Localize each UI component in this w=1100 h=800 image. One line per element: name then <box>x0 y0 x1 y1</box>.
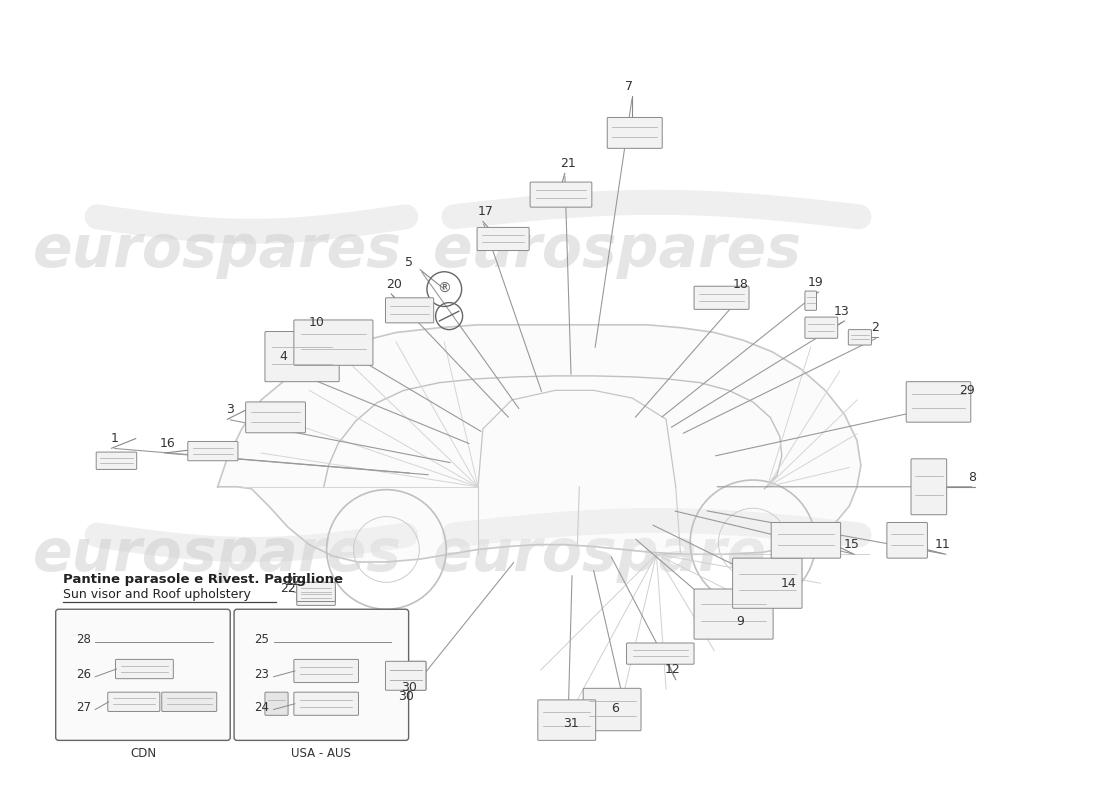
Text: 15: 15 <box>844 538 859 551</box>
Text: 12: 12 <box>666 663 681 677</box>
FancyBboxPatch shape <box>297 586 336 606</box>
FancyBboxPatch shape <box>294 320 373 366</box>
Text: 7: 7 <box>626 80 634 93</box>
Text: 2: 2 <box>871 321 879 334</box>
Text: 1: 1 <box>111 432 119 445</box>
FancyBboxPatch shape <box>477 227 529 250</box>
FancyBboxPatch shape <box>385 662 426 690</box>
Text: 23: 23 <box>254 668 270 681</box>
FancyBboxPatch shape <box>265 331 339 382</box>
Text: 17: 17 <box>477 206 494 218</box>
FancyBboxPatch shape <box>294 692 359 715</box>
FancyBboxPatch shape <box>607 118 662 148</box>
Text: 21: 21 <box>560 158 575 170</box>
FancyBboxPatch shape <box>694 286 749 310</box>
Text: 5: 5 <box>405 256 412 269</box>
FancyBboxPatch shape <box>294 659 359 682</box>
FancyBboxPatch shape <box>911 459 947 514</box>
Text: 16: 16 <box>160 437 175 450</box>
Text: 11: 11 <box>935 538 950 551</box>
Text: eurospares: eurospares <box>433 222 802 279</box>
FancyBboxPatch shape <box>530 182 592 207</box>
FancyBboxPatch shape <box>805 291 816 310</box>
FancyBboxPatch shape <box>694 589 773 639</box>
FancyBboxPatch shape <box>538 700 596 740</box>
FancyBboxPatch shape <box>234 610 408 740</box>
Text: 30: 30 <box>400 681 417 694</box>
Text: 20: 20 <box>386 278 403 290</box>
Text: 24: 24 <box>254 701 270 714</box>
Text: USA - AUS: USA - AUS <box>292 747 351 760</box>
Text: Sun visor and Roof upholstery: Sun visor and Roof upholstery <box>64 588 251 602</box>
FancyBboxPatch shape <box>96 452 136 470</box>
FancyBboxPatch shape <box>805 317 838 338</box>
Text: 8: 8 <box>968 470 976 484</box>
Text: Pantine parasole e Rivest. Padiglione: Pantine parasole e Rivest. Padiglione <box>64 573 343 586</box>
Text: 4: 4 <box>279 350 287 363</box>
FancyBboxPatch shape <box>116 659 174 678</box>
Text: eurospares: eurospares <box>33 526 403 582</box>
Text: eurospares: eurospares <box>33 222 403 279</box>
Text: 14: 14 <box>781 577 796 590</box>
Text: 28: 28 <box>76 634 91 646</box>
Text: 26: 26 <box>76 668 91 681</box>
Text: 6: 6 <box>610 702 619 715</box>
Text: 13: 13 <box>834 305 849 318</box>
FancyBboxPatch shape <box>583 688 641 730</box>
Text: 18: 18 <box>733 278 748 290</box>
Text: 19: 19 <box>807 276 824 289</box>
FancyBboxPatch shape <box>385 662 426 690</box>
Text: 10: 10 <box>309 316 324 330</box>
FancyBboxPatch shape <box>162 692 217 711</box>
Text: 9: 9 <box>736 615 745 628</box>
Text: 25: 25 <box>254 634 270 646</box>
FancyBboxPatch shape <box>297 582 336 602</box>
Text: 22: 22 <box>280 582 296 595</box>
FancyBboxPatch shape <box>848 330 871 345</box>
Text: eurospares: eurospares <box>433 526 802 582</box>
Text: 22: 22 <box>285 574 300 588</box>
FancyBboxPatch shape <box>108 692 159 711</box>
Text: 3: 3 <box>227 403 234 416</box>
Text: 30: 30 <box>398 690 414 703</box>
Text: 27: 27 <box>76 701 91 714</box>
FancyBboxPatch shape <box>627 643 694 664</box>
FancyBboxPatch shape <box>733 558 802 608</box>
Text: 29: 29 <box>959 384 975 397</box>
FancyBboxPatch shape <box>265 692 288 715</box>
FancyBboxPatch shape <box>385 298 433 323</box>
FancyBboxPatch shape <box>906 382 971 422</box>
FancyBboxPatch shape <box>56 610 230 740</box>
Text: 31: 31 <box>563 717 579 730</box>
FancyBboxPatch shape <box>771 522 840 558</box>
Text: ®: ® <box>438 282 451 296</box>
Polygon shape <box>218 325 861 562</box>
Text: CDN: CDN <box>130 747 156 760</box>
FancyBboxPatch shape <box>188 442 238 461</box>
FancyBboxPatch shape <box>245 402 306 433</box>
FancyBboxPatch shape <box>887 522 927 558</box>
